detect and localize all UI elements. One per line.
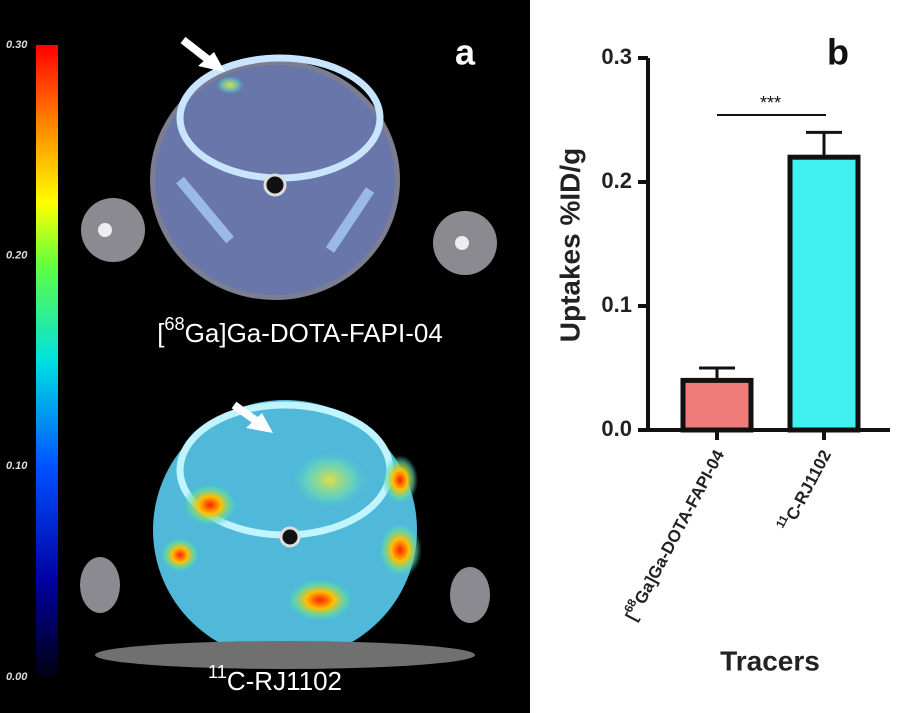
y-tick-label: 0.1 [601,292,632,317]
colorbar-tick-label: 0.30 [6,39,28,51]
y-tick-label: 0.2 [601,168,632,193]
panel-label: b [827,32,849,73]
y-axis-title: Uptakes %ID/g [554,148,585,343]
scan-bottom [80,400,490,669]
colorbar-tick-label: 0.00 [6,671,28,683]
significance-label: *** [760,93,781,113]
image-label: [68Ga]Ga-DOTA-FAPI-04 [157,314,443,348]
scan-top [81,36,497,300]
x-tick-label: [68Ga]Ga-DOTA-FAPI-04 [618,445,728,625]
colorbar-tick-label: 0.20 [6,250,28,262]
colorbar-tick-label: 0.10 [6,460,28,472]
panel-label: a [455,32,476,73]
image-label: 11C-RJ1102 [208,662,342,696]
x-axis-title: Tracers [720,645,820,676]
y-tick-label: 0.0 [601,416,632,441]
bar [680,377,754,433]
y-tick-label: 0.3 [601,44,632,69]
bar [787,154,861,433]
x-tick-label: 11C-RJ1102 [773,445,835,535]
colorbar [36,45,58,677]
